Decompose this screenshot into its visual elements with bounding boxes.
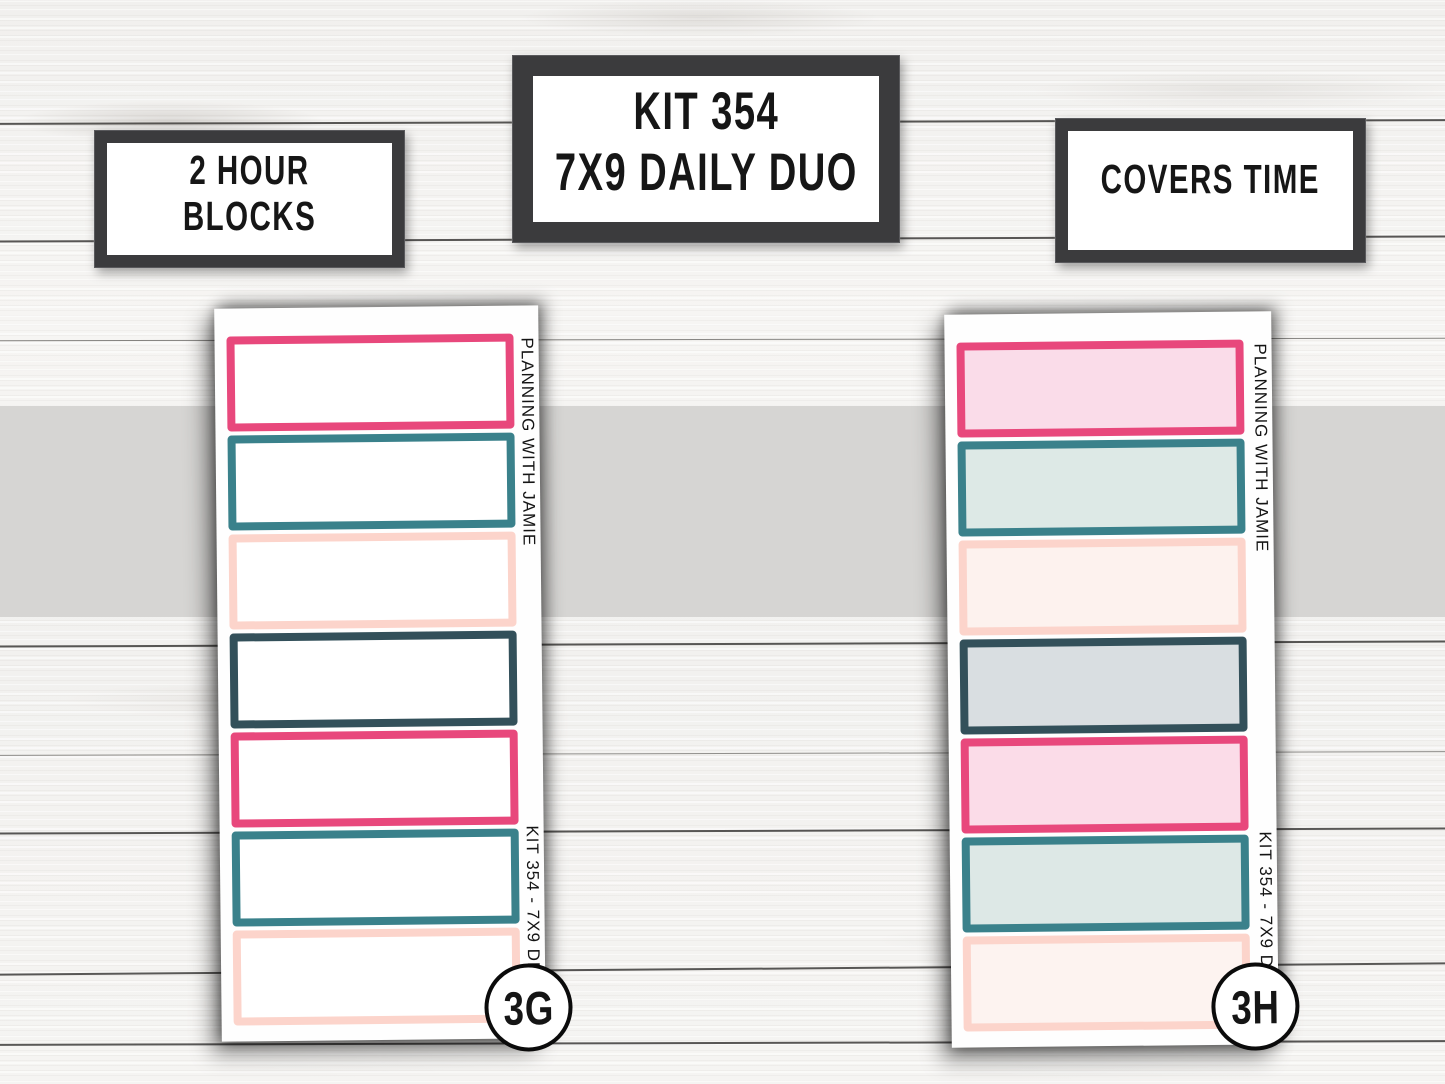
brand-vertical-text: PLANNING WITH JAMIE <box>517 337 539 547</box>
sticker-box <box>958 537 1247 636</box>
sticker-box <box>227 432 516 531</box>
sign-text-line: COVERS TIME <box>1100 156 1321 202</box>
sticker-box <box>231 828 520 927</box>
sign-inner: 2 HOUR BLOCKS <box>107 143 392 255</box>
sticker-box <box>232 927 521 1026</box>
sticker-sheet-3h: PLANNING WITH JAMIE KIT 354 - 7X9 DD 3H <box>944 311 1300 1051</box>
sign-inner: COVERS TIME <box>1068 131 1353 250</box>
sign-text-line: 7X9 DAILY DUO <box>554 143 858 202</box>
kit-vertical-text: KIT 354 - 7X9 DD <box>522 825 544 976</box>
brand-vertical-text: PLANNING WITH JAMIE <box>1250 343 1272 553</box>
sticker-box <box>959 636 1248 735</box>
sticker-box-column <box>226 333 521 1030</box>
sign-text-line: 2 HOUR <box>189 147 310 194</box>
sign-2-hour-blocks: 2 HOUR BLOCKS <box>94 130 405 268</box>
sign-covers-time: COVERS TIME <box>1055 118 1366 263</box>
sticker-box-column <box>956 339 1251 1036</box>
sticker-box <box>960 735 1249 834</box>
sticker-box <box>956 339 1245 438</box>
sheet-code-badge: 3G <box>484 963 573 1052</box>
sign-text-line: KIT 354 <box>633 82 779 142</box>
sticker-box <box>962 933 1251 1032</box>
sheet-code: 3G <box>502 980 555 1035</box>
sheet-code: 3H <box>1230 979 1280 1034</box>
kit-vertical-text: KIT 354 - 7X9 DD <box>1255 831 1277 982</box>
sign-text-line: BLOCKS <box>182 193 317 239</box>
sticker-box <box>961 834 1250 933</box>
sticker-sheet-3g: PLANNING WITH JAMIE KIT 354 - 7X9 DD 3G <box>214 305 573 1052</box>
sign-inner: KIT 354 7X9 DAILY DUO <box>533 76 879 222</box>
sign-kit-title: KIT 354 7X9 DAILY DUO <box>512 55 900 243</box>
sticker-box <box>230 729 519 828</box>
sticker-box <box>226 333 515 432</box>
sticker-box <box>957 438 1246 537</box>
sticker-box <box>228 531 517 630</box>
sticker-box <box>229 630 518 729</box>
sheet-code-badge: 3H <box>1210 962 1300 1051</box>
